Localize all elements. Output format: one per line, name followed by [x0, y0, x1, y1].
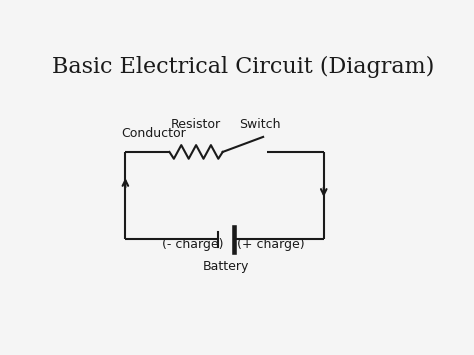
Text: Conductor: Conductor	[122, 127, 186, 140]
Text: Switch: Switch	[239, 119, 280, 131]
Text: (+ charge): (+ charge)	[237, 238, 305, 251]
Text: (- charge): (- charge)	[162, 238, 223, 251]
Text: Resistor: Resistor	[171, 119, 221, 131]
Text: Basic Electrical Circuit (Diagram): Basic Electrical Circuit (Diagram)	[52, 56, 434, 78]
Text: Battery: Battery	[203, 260, 250, 273]
